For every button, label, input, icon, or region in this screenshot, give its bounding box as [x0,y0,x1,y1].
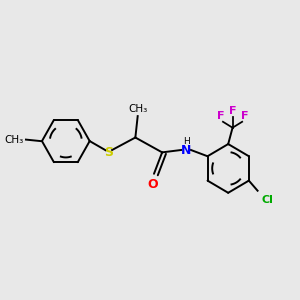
Text: F: F [229,106,236,116]
Text: S: S [104,146,113,159]
Text: F: F [241,111,248,121]
Text: N: N [181,143,191,157]
Text: CH₃: CH₃ [128,104,147,114]
Text: Cl: Cl [261,196,273,206]
Text: O: O [147,178,158,191]
Text: F: F [217,111,225,121]
Text: H: H [183,137,190,146]
Text: CH₃: CH₃ [5,135,24,145]
